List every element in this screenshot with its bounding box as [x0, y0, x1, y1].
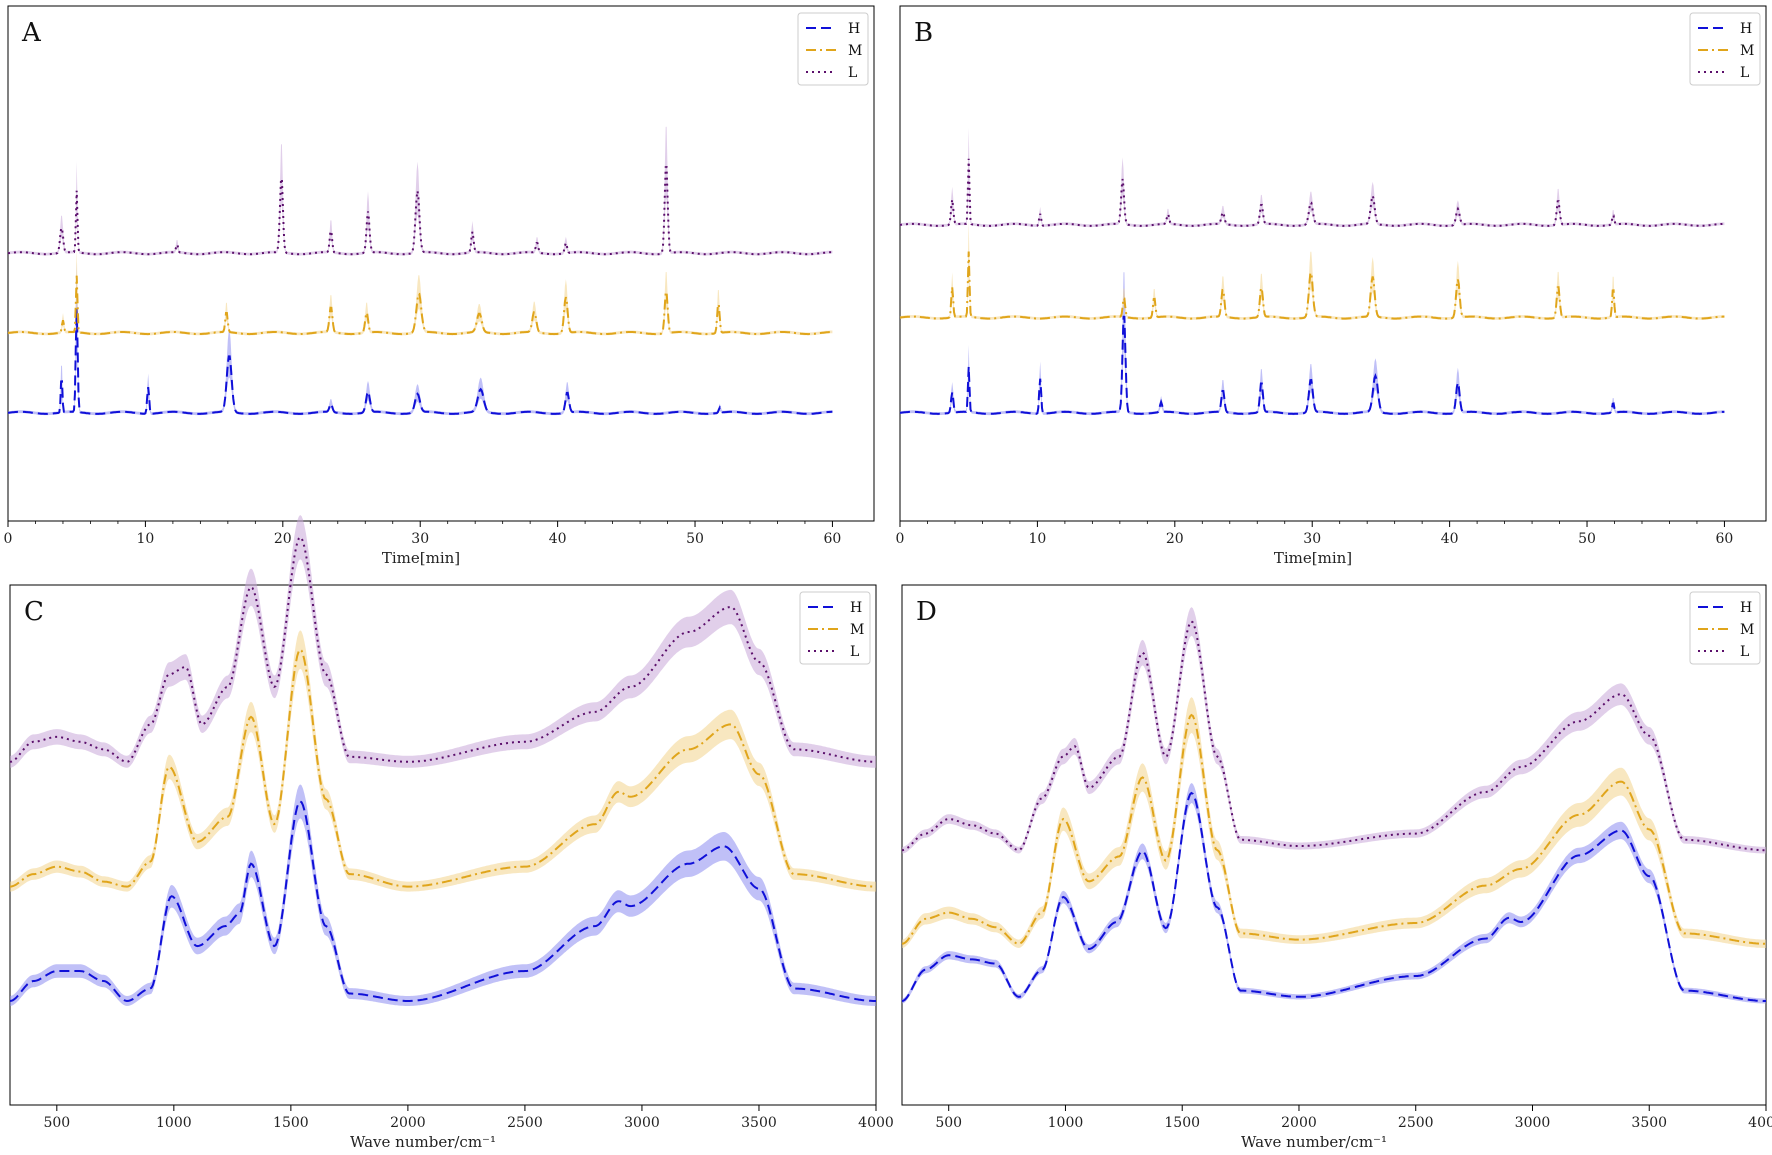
series-band-L — [10, 515, 876, 768]
legend-label-H: H — [850, 600, 862, 616]
x-tick-label: 20 — [274, 531, 292, 547]
series-line-H — [9, 799, 876, 1003]
legend: HML — [1689, 591, 1761, 665]
x-tick-label: 30 — [411, 531, 429, 547]
x-tick-label: 10 — [1028, 531, 1046, 547]
panel-D: 500 1000 1500 2000 2500 3000 3500 4000 Wave numb… — [901, 584, 1772, 1151]
panel-B: 0 10 20 30 40 50 60 Time[min] B HML — [896, 5, 1767, 567]
x-tick-label: 60 — [1716, 531, 1734, 547]
x-tick-label: 3000 — [1515, 1115, 1551, 1131]
x-tick-label: 2000 — [390, 1115, 426, 1131]
x-tick-label: 2500 — [507, 1115, 543, 1131]
x-tick-label: 4000 — [1748, 1115, 1772, 1131]
series-band-M — [900, 220, 1725, 320]
legend-label-L: L — [850, 644, 859, 660]
series-band-M — [902, 697, 1766, 948]
x-tick-label: 500 — [43, 1115, 70, 1131]
x-tick-label: 3500 — [1631, 1115, 1667, 1131]
legend-label-L: L — [848, 65, 857, 81]
series-band-H — [900, 272, 1725, 416]
x-tick-label: 0 — [896, 531, 905, 547]
axes-frame — [901, 584, 1767, 1106]
x-tick-label: 30 — [1303, 531, 1321, 547]
axes-frame — [9, 584, 877, 1106]
series-line-L — [9, 535, 876, 763]
x-tick-label: 1500 — [273, 1115, 309, 1131]
series-line-M — [9, 648, 876, 888]
x-tick-label: 50 — [1578, 531, 1596, 547]
legend-label-L: L — [1740, 65, 1749, 81]
axes-frame — [7, 5, 875, 522]
legend-label-H: H — [1740, 21, 1752, 37]
axes-frame — [899, 5, 1767, 522]
x-tick-label: 0 — [4, 531, 13, 547]
legend-label-H: H — [848, 21, 860, 37]
x-axis-title: Time[min] — [1274, 549, 1352, 567]
series-band-M — [10, 630, 876, 892]
series-band-L — [900, 127, 1725, 228]
x-axis-title: Time[min] — [382, 549, 460, 567]
legend-label-H: H — [1740, 600, 1752, 616]
x-tick-label: 3000 — [624, 1115, 660, 1131]
x-tick-label: 50 — [686, 531, 704, 547]
series-line-H — [899, 315, 1725, 415]
series-band-L — [902, 607, 1766, 854]
panel-letter: C — [24, 597, 44, 627]
series-line-H — [901, 791, 1766, 1002]
x-tick-label: 3500 — [741, 1115, 777, 1131]
panel-A: 0 10 20 30 40 50 60 Time[min] A HML — [4, 5, 875, 567]
x-tick-label: 20 — [1166, 531, 1184, 547]
panel-letter: A — [21, 18, 42, 48]
x-tick-label: 500 — [935, 1115, 962, 1131]
x-tick-label: 2500 — [1398, 1115, 1434, 1131]
x-tick-label: 40 — [1441, 531, 1459, 547]
x-tick-label: 40 — [549, 531, 567, 547]
legend-label-M: M — [1740, 622, 1754, 638]
x-axis-title: Wave number/cm⁻¹ — [350, 1133, 496, 1151]
series-band-M — [8, 248, 833, 336]
panel-letter: D — [916, 597, 937, 627]
x-tick-label: 10 — [136, 531, 154, 547]
x-tick-label: 1000 — [1048, 1115, 1084, 1131]
legend: HML — [799, 591, 871, 665]
legend-label-M: M — [850, 622, 864, 638]
x-tick-label: 2000 — [1281, 1115, 1317, 1131]
series-line-M — [901, 713, 1766, 945]
series-line-L — [899, 158, 1725, 227]
x-axis-title: Wave number/cm⁻¹ — [1241, 1133, 1387, 1151]
panel-C: 500 1000 1500 2000 2500 3000 3500 4000 Wave numb… — [9, 515, 894, 1151]
legend-label-M: M — [1740, 43, 1754, 59]
legend-label-L: L — [1740, 644, 1749, 660]
x-tick-label: 1500 — [1164, 1115, 1200, 1131]
panel-letter: B — [914, 18, 933, 48]
series-line-H — [7, 308, 833, 415]
series-line-M — [7, 275, 833, 336]
x-tick-label: 4000 — [858, 1115, 894, 1131]
legend: HML — [1689, 12, 1761, 86]
legend-label-M: M — [848, 43, 862, 59]
x-tick-label: 1000 — [156, 1115, 192, 1131]
legend: HML — [797, 12, 869, 86]
x-tick-label: 60 — [824, 531, 842, 547]
series-line-M — [899, 251, 1725, 320]
